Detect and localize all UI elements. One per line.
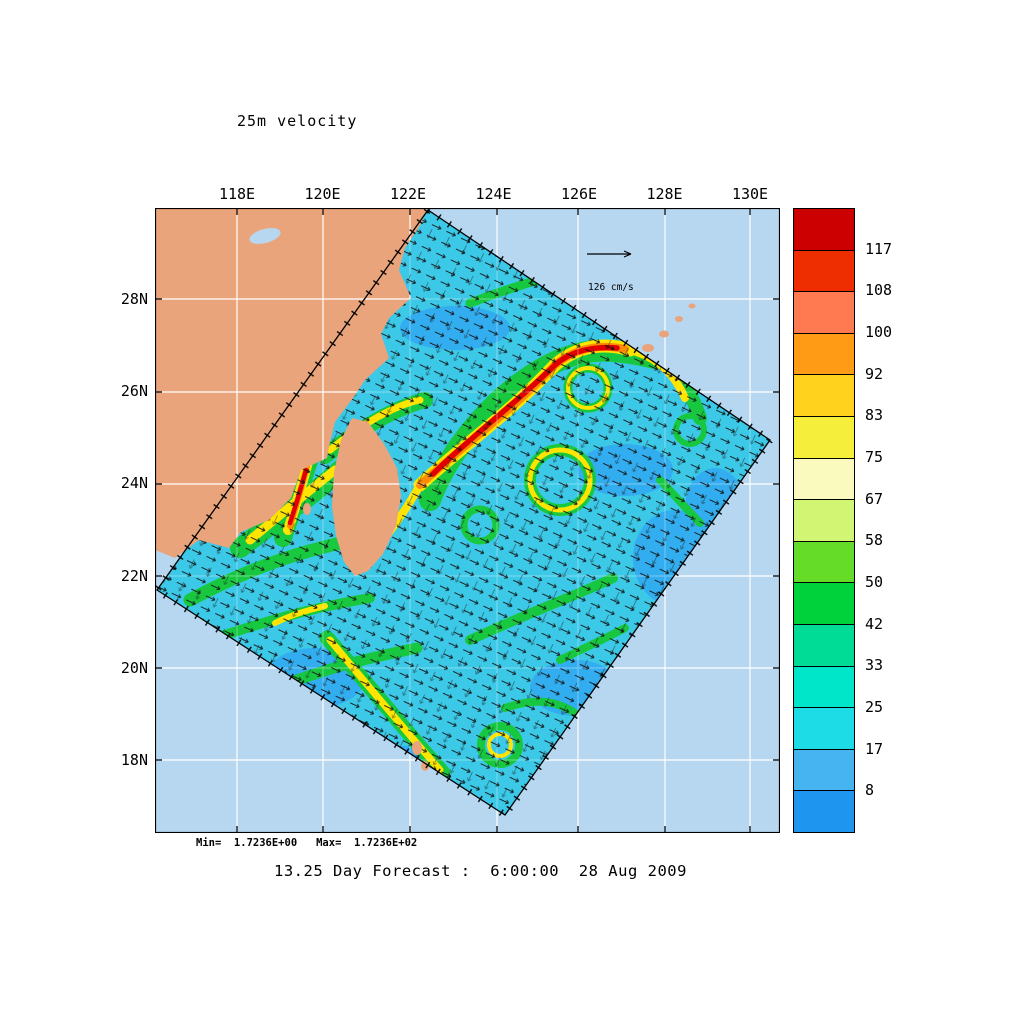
colorbar-tick-label: 75 xyxy=(865,448,884,466)
colorbar-tick-label: 117 xyxy=(865,239,893,258)
colorbar-block xyxy=(794,250,854,293)
colorbar-block xyxy=(794,209,854,251)
x-tick-label: 124E xyxy=(475,185,512,203)
colorbar-tick-label: 33 xyxy=(865,656,884,675)
colorbar xyxy=(793,208,855,833)
x-tick-label: 128E xyxy=(646,185,683,203)
colorbar-blocks xyxy=(794,209,854,832)
colorbar-block xyxy=(794,333,854,376)
colorbar-tick-label: 8 xyxy=(865,781,875,800)
model-domain-boundary xyxy=(155,208,775,820)
colorbar-block xyxy=(794,541,854,584)
vector-arrows xyxy=(157,210,770,815)
colorbar-block xyxy=(794,666,854,709)
coastal-inlet xyxy=(249,228,281,244)
colorbar-tick-label: 17 xyxy=(865,739,884,758)
colorbar-tick-label: 42 xyxy=(865,614,884,633)
y-tick-label: 20N xyxy=(120,658,148,677)
reference-arrow-icon xyxy=(587,250,632,258)
reference-vector: 126 cm/s xyxy=(587,250,634,293)
velocity-map: 126 cm/s xyxy=(155,208,780,833)
colorbar-block xyxy=(794,375,854,417)
colorbar-tick-label: 108 xyxy=(865,281,893,300)
colorbar-block xyxy=(794,624,854,667)
colorbar-block xyxy=(794,791,854,832)
y-tick-label: 18N xyxy=(120,751,148,769)
land xyxy=(155,208,696,771)
colorbar-tick-label: 50 xyxy=(865,573,884,591)
x-tick-label: 130E xyxy=(731,185,769,203)
y-tick-label: 24N xyxy=(120,474,148,493)
colorbar-tick-label: 25 xyxy=(865,698,884,716)
forecast-caption: 13.25 Day Forecast : 6:00:00 28 Aug 2009 xyxy=(274,862,687,880)
x-tick-label: 122E xyxy=(389,185,427,203)
y-tick-label: 26N xyxy=(120,382,148,401)
plot-title: 25m velocity xyxy=(237,112,358,130)
colorbar-block xyxy=(794,416,854,459)
colorbar-block xyxy=(794,749,854,792)
min-max-stats: Min= 1.7236E+00 Max= 1.7236E+02 xyxy=(196,837,418,849)
small-islands xyxy=(303,303,696,771)
colorbar-block xyxy=(794,708,854,750)
x-tick-label: 126E xyxy=(560,185,598,203)
colorbar-block xyxy=(794,583,854,625)
x-tick-label: 118E xyxy=(218,185,256,203)
colorbar-block xyxy=(794,500,854,542)
axis-ticks xyxy=(155,208,780,833)
colorbar-tick-label: 58 xyxy=(865,531,884,550)
colorbar-tick-label: 100 xyxy=(865,323,893,341)
colorbar-tick-label: 67 xyxy=(865,489,884,508)
plot-frame xyxy=(155,208,780,833)
colorbar-tick-label: 83 xyxy=(865,406,884,425)
colorbar-tick-label: 92 xyxy=(865,364,884,383)
china-mainland xyxy=(155,208,427,558)
y-tick-label: 28N xyxy=(120,290,148,308)
reference-vector-label: 126 cm/s xyxy=(588,282,634,293)
y-tick-label: 22N xyxy=(120,566,148,585)
colorbar-block xyxy=(794,458,854,501)
x-tick-label: 120E xyxy=(304,185,341,203)
taiwan-island xyxy=(332,418,401,576)
colorbar-block xyxy=(794,292,854,334)
